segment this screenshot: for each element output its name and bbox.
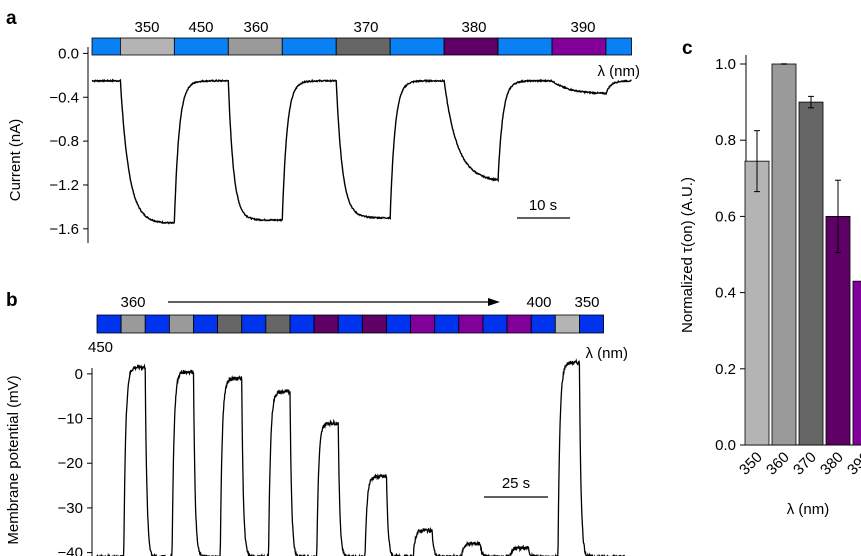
stimulus-segment-380 bbox=[443, 37, 499, 56]
stimulus-segment-350 bbox=[554, 314, 580, 334]
membrane-potential-trace bbox=[96, 358, 626, 556]
current-trace bbox=[91, 78, 632, 225]
stimulus-bar-b bbox=[96, 314, 604, 334]
extra-wavelength-label: 350 bbox=[574, 294, 599, 311]
y-ticks-c: 0.0 0.2 0.4 0.6 0.8 1.0 bbox=[715, 56, 746, 454]
stimulus-bar-a bbox=[91, 37, 632, 56]
stimulus-segment-385 bbox=[361, 314, 387, 334]
sweep-start-label: 360 bbox=[120, 294, 145, 311]
panel-b: b 360 400 350 450 λ (nm) 0 −10 −20 −30 −40 M… bbox=[5, 290, 628, 556]
stimulus-segment-450 bbox=[289, 314, 315, 334]
stimulus-segment-380 bbox=[313, 314, 339, 334]
bars-c bbox=[744, 63, 861, 446]
x-tick-label-350: 350 bbox=[736, 449, 766, 479]
stimulus-segment-450 bbox=[144, 314, 170, 334]
stimulus-segment-365 bbox=[168, 314, 194, 334]
stimulus-segment-450 bbox=[91, 37, 121, 56]
y-tick-label-b: 0 bbox=[75, 366, 83, 383]
wavelength-label-390: 390 bbox=[570, 19, 595, 36]
stimulus-segment-450 bbox=[497, 37, 553, 56]
y-tick-label-b: −10 bbox=[58, 411, 83, 428]
y-ticks-a: 0.0 −0.4 −0.8 −1.2 −1.6 bbox=[49, 45, 88, 238]
bar-390 bbox=[852, 280, 861, 446]
time-scalebar-label-b: 25 s bbox=[502, 475, 530, 492]
y-tick-label-c: 0.2 bbox=[715, 361, 736, 378]
stimulus-segment-450 bbox=[386, 314, 411, 334]
wavelength-label-450: 450 bbox=[188, 19, 213, 36]
stimulus-segment-450 bbox=[96, 314, 122, 334]
sweep-end-label: 400 bbox=[526, 294, 551, 311]
unit-label-a: λ (nm) bbox=[598, 63, 641, 80]
y-tick-label-a: −1.6 bbox=[49, 221, 79, 238]
y-tick-label-a: −1.2 bbox=[49, 177, 79, 194]
stimulus-segment-450 bbox=[579, 314, 604, 334]
y-tick-label-b: −20 bbox=[58, 455, 83, 472]
x-tick-label-360: 360 bbox=[763, 449, 793, 479]
panel-b-label: b bbox=[6, 290, 18, 311]
stimulus-segment-450 bbox=[281, 37, 337, 56]
panel-c-label: c bbox=[682, 38, 693, 59]
wavelength-label-350: 350 bbox=[134, 19, 159, 36]
y-tick-label-b: −30 bbox=[58, 500, 83, 517]
stimulus-segment-390 bbox=[410, 314, 436, 334]
wavelength-labels-a: 350 450 360 370 380 390 bbox=[134, 19, 595, 36]
stimulus-segment-450 bbox=[389, 37, 445, 56]
stimulus-segment-350 bbox=[119, 37, 175, 56]
y-axis-label-c: Normalized τ(on) (A.U.) bbox=[679, 177, 696, 333]
time-scalebar-label-a: 10 s bbox=[529, 197, 557, 214]
unit-label-b: λ (nm) bbox=[586, 345, 629, 362]
stimulus-segment-450 bbox=[605, 37, 632, 56]
panel-a-label: a bbox=[6, 8, 17, 29]
stimulus-segment-450 bbox=[337, 314, 363, 334]
y-tick-label-a: 0.0 bbox=[58, 45, 79, 62]
stimulus-segment-370 bbox=[217, 314, 243, 334]
background-wavelength-label: 450 bbox=[88, 339, 113, 356]
x-axis-label-c: λ (nm) bbox=[787, 501, 830, 518]
y-ticks-b: 0 −10 −20 −30 −40 bbox=[58, 366, 92, 556]
y-tick-label-c: 0.8 bbox=[715, 132, 736, 149]
stimulus-segment-390 bbox=[551, 37, 607, 56]
stimulus-segment-450 bbox=[530, 314, 556, 334]
sweep-arrow-head bbox=[488, 298, 500, 306]
y-tick-label-c: 0.6 bbox=[715, 208, 736, 225]
y-tick-label-a: −0.8 bbox=[49, 133, 79, 150]
bar-350 bbox=[744, 160, 770, 446]
bar-360 bbox=[771, 63, 797, 446]
bar-370 bbox=[798, 101, 824, 446]
y-axis-label-a: Current (nA) bbox=[7, 119, 24, 202]
stimulus-segment-360 bbox=[227, 37, 283, 56]
y-axis-label-b: Membrane potential (mV) bbox=[5, 375, 22, 544]
y-tick-label-c: 0.0 bbox=[715, 437, 736, 454]
stimulus-segment-360 bbox=[120, 314, 146, 334]
y-tick-label-b: −40 bbox=[58, 545, 83, 556]
y-tick-label-a: −0.4 bbox=[49, 89, 79, 106]
wavelength-label-380: 380 bbox=[461, 19, 486, 36]
stimulus-segment-450 bbox=[193, 314, 219, 334]
x-tick-label-390: 390 bbox=[844, 449, 861, 479]
wavelength-label-370: 370 bbox=[353, 19, 378, 36]
stimulus-segment-395 bbox=[458, 314, 484, 334]
y-tick-label-c: 1.0 bbox=[715, 56, 736, 73]
stimulus-segment-370 bbox=[335, 37, 391, 56]
stimulus-segment-450 bbox=[241, 314, 267, 334]
stimulus-segment-400 bbox=[506, 314, 532, 334]
stimulus-segment-450 bbox=[173, 37, 229, 56]
panel-a: a 350 450 360 370 380 390 λ (nm) 0.0 −0.4… bbox=[6, 8, 640, 243]
stimulus-segment-375 bbox=[265, 314, 291, 334]
x-tick-label-380: 380 bbox=[817, 449, 847, 479]
bar-380 bbox=[825, 215, 851, 446]
stimulus-segment-450 bbox=[482, 314, 508, 334]
x-tick-label-370: 370 bbox=[790, 449, 820, 479]
stimulus-segment-450 bbox=[434, 314, 460, 334]
y-tick-label-c: 0.4 bbox=[715, 285, 736, 302]
wavelength-label-360: 360 bbox=[243, 19, 268, 36]
